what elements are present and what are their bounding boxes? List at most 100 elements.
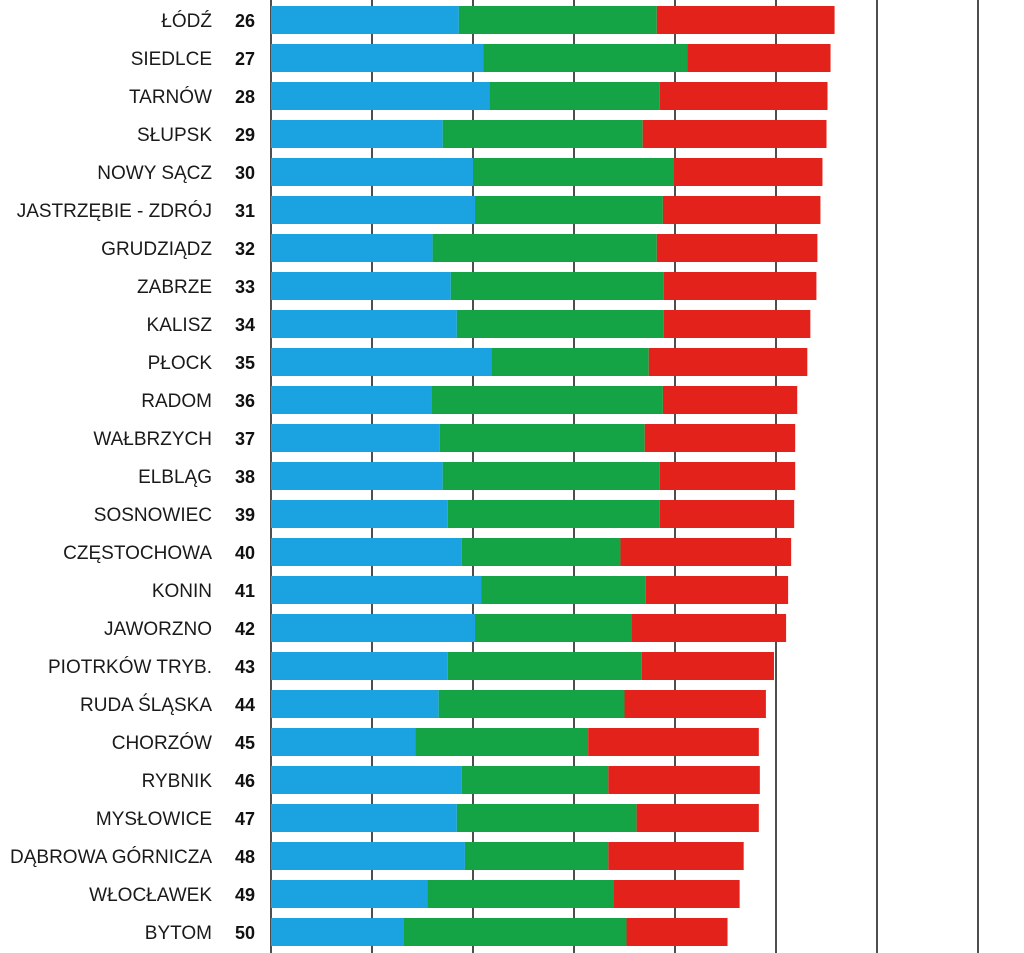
city-label: GRUDZIĄDZ (101, 239, 212, 260)
bar-segment-44-1 (271, 690, 439, 718)
bar-segment-45-1 (271, 728, 416, 756)
city-label: ELBLĄG (138, 467, 212, 488)
bar-segment-49-3 (613, 880, 740, 908)
bar-segment-43-2 (447, 652, 642, 680)
bar-segment-34-3 (663, 310, 811, 338)
bar-segment-44-2 (438, 690, 625, 718)
rank-label: 38 (235, 467, 255, 487)
rank-label: 49 (235, 885, 255, 905)
rank-label: 40 (235, 543, 255, 563)
rank-label: 46 (235, 771, 255, 791)
rank-label: 27 (235, 49, 255, 69)
rank-label: 41 (235, 581, 255, 601)
city-label: ZABRZE (137, 277, 212, 298)
bar-segment-40-3 (620, 538, 792, 566)
city-label: PŁOCK (148, 353, 213, 374)
bar-segment-26-1 (271, 6, 459, 34)
bar-segment-40-1 (271, 538, 462, 566)
bar-segment-49-1 (271, 880, 428, 908)
bar-segment-27-1 (271, 44, 484, 72)
bar-segment-48-2 (464, 842, 609, 870)
city-label: WAŁBRZYCH (93, 429, 212, 450)
rank-label: 26 (235, 11, 255, 31)
bar-segment-28-3 (659, 82, 828, 110)
bar-segment-44-3 (624, 690, 766, 718)
rank-label: 33 (235, 277, 255, 297)
row-labels: ŁÓDŹ 26 SIEDLCE 27 TARNÓW 28 SŁUPSK 29 NOWY SĄCZ… (10, 10, 255, 944)
bar-segment-28-1 (271, 82, 490, 110)
bar-segment-37-3 (644, 424, 796, 452)
bar-segment-30-2 (473, 158, 674, 186)
city-label: KONIN (152, 581, 212, 602)
bar-segment-41-1 (271, 576, 482, 604)
bar-segment-50-2 (403, 918, 627, 946)
city-label: RUDA ŚLĄSKA (80, 694, 212, 716)
bar-segment-36-2 (431, 386, 663, 414)
city-label: WŁOCŁAWEK (89, 885, 212, 906)
bar-segment-27-3 (687, 44, 831, 72)
bar-segment-34-1 (271, 310, 457, 338)
city-label: RADOM (141, 391, 212, 412)
bar-segment-28-2 (489, 82, 660, 110)
bar-segment-46-2 (461, 766, 609, 794)
city-label: JAWORZNO (104, 619, 212, 640)
city-label: SŁUPSK (137, 125, 212, 146)
bar-segment-30-1 (271, 158, 473, 186)
rank-label: 30 (235, 163, 255, 183)
bar-segment-29-1 (271, 120, 443, 148)
bar-segment-35-3 (648, 348, 808, 376)
rank-label: 34 (235, 315, 255, 335)
bar-segment-47-3 (636, 804, 759, 832)
city-label: SIEDLCE (131, 49, 212, 70)
rank-label: 29 (235, 125, 255, 145)
bar-segment-48-3 (608, 842, 744, 870)
rank-label: 36 (235, 391, 255, 411)
bar-segment-45-3 (588, 728, 759, 756)
city-label: BYTOM (145, 923, 212, 944)
bar-segment-29-2 (442, 120, 643, 148)
bar-segment-34-2 (456, 310, 664, 338)
bar-segment-36-3 (662, 386, 798, 414)
bar-segment-43-1 (271, 652, 448, 680)
rank-label: 32 (235, 239, 255, 259)
bar-segment-42-2 (475, 614, 632, 642)
bar-segment-47-1 (271, 804, 457, 832)
bar-segment-46-3 (608, 766, 760, 794)
city-label: TARNÓW (129, 86, 212, 108)
bar-segment-42-3 (631, 614, 787, 642)
bar-segment-39-2 (447, 500, 660, 528)
rank-label: 35 (235, 353, 255, 373)
bar-segment-38-3 (659, 462, 796, 490)
bar-segment-32-3 (656, 234, 818, 262)
bar-segment-27-2 (483, 44, 688, 72)
rank-label: 50 (235, 923, 255, 943)
bar-segment-30-3 (673, 158, 823, 186)
city-label: PIOTRKÓW TRYB. (48, 656, 212, 678)
rank-label: 48 (235, 847, 255, 867)
bar-segment-26-2 (458, 6, 657, 34)
rank-label: 28 (235, 87, 255, 107)
bar-segment-31-1 (271, 196, 476, 224)
bar-segment-35-1 (271, 348, 492, 376)
bar-segment-48-1 (271, 842, 465, 870)
bar-segment-47-2 (456, 804, 637, 832)
city-label: MYSŁOWICE (96, 809, 212, 830)
bar-segment-40-2 (461, 538, 621, 566)
rank-label: 42 (235, 619, 255, 639)
bar-segment-37-1 (271, 424, 440, 452)
rank-label: 43 (235, 657, 255, 677)
city-label: CHORZÓW (112, 732, 212, 754)
bars (271, 6, 835, 946)
city-label: KALISZ (147, 315, 213, 336)
rank-label: 31 (235, 201, 255, 221)
bar-segment-42-1 (271, 614, 476, 642)
city-label: ŁÓDŹ (161, 10, 212, 32)
bar-segment-38-2 (442, 462, 660, 490)
bar-segment-39-3 (659, 500, 795, 528)
bar-segment-29-3 (642, 120, 827, 148)
city-label: DĄBROWA GÓRNICZA (10, 846, 212, 868)
bar-segment-35-2 (491, 348, 649, 376)
bar-segment-46-1 (271, 766, 462, 794)
rank-label: 39 (235, 505, 255, 525)
